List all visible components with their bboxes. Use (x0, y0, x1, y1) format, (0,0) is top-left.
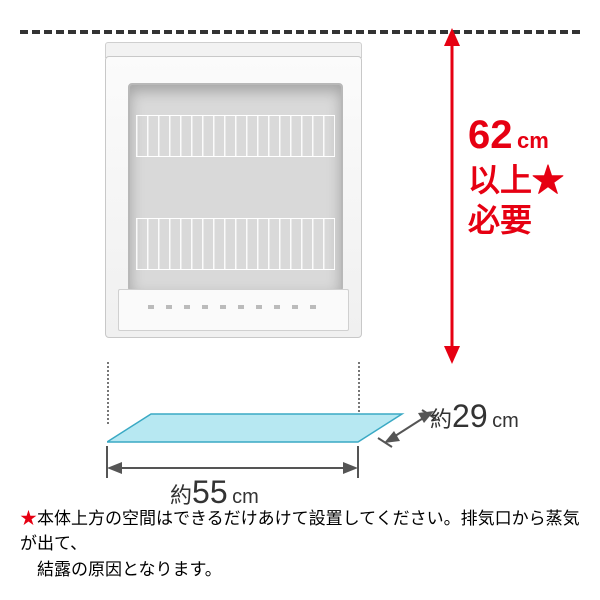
depth-dimension-label: 約29 cm (430, 398, 519, 435)
diagram-canvas: 62 cm 以上★ 必要 約55 cm (0, 0, 600, 600)
clearance-note: ★本体上方の空間はできるだけあけて設置してください。排気口から蒸気が出て、 結露… (20, 506, 580, 583)
depth-prefix: 約 (430, 407, 452, 432)
depth-value: 29 (452, 398, 488, 434)
note-line2: 結露の原因となります。 (37, 560, 222, 579)
note-star: ★ (20, 509, 37, 528)
note-line1: 本体上方の空間はできるだけあけて設置してください。排気口から蒸気が出て、 (20, 509, 580, 554)
depth-unit: cm (492, 410, 519, 432)
